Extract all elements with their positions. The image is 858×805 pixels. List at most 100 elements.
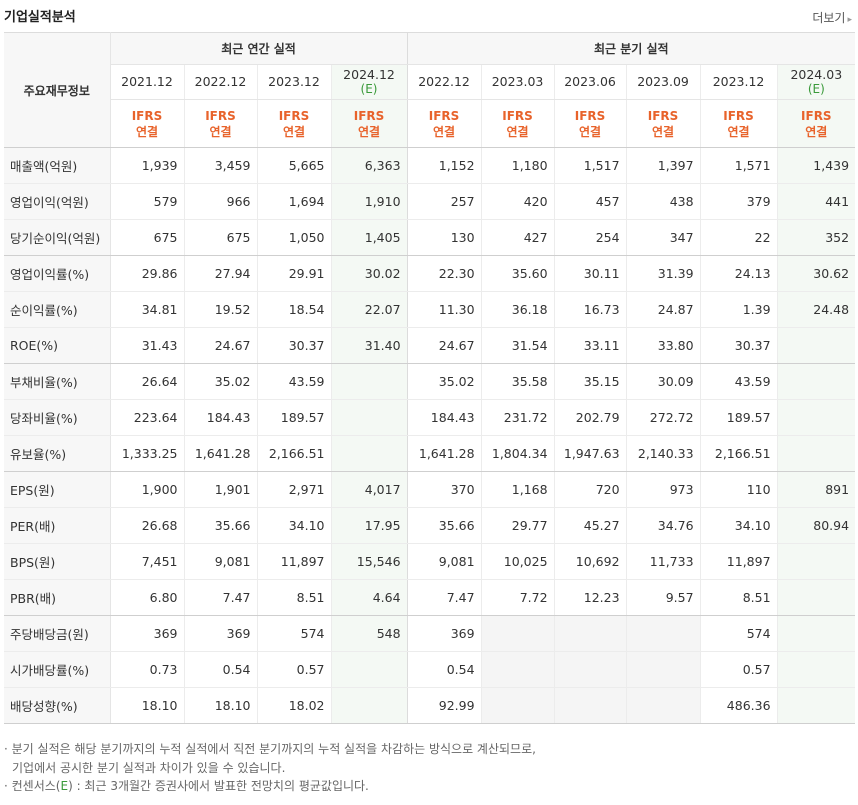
table-cell: 8.51 [699, 579, 778, 616]
table-cell: 10,692 [553, 543, 627, 580]
table-cell: 1,405 [330, 219, 408, 256]
accounting-standard: IFRS 연결 [183, 99, 257, 148]
section-header: 기업실적분석 더보기 ▸ [0, 0, 858, 32]
note-1-cont: 기업에서 공시한 분기 실적과 차이가 있을 수 있습니다. [4, 759, 536, 778]
table-cell: 18.02 [256, 687, 331, 724]
table-cell [553, 687, 627, 724]
period-header: 2022.12 [183, 64, 257, 100]
more-link[interactable]: 더보기 ▸ [812, 9, 852, 26]
table-cell: 6.80 [110, 579, 184, 616]
table-cell: 35.15 [553, 363, 627, 400]
chevron-right-icon[interactable]: ▸ [847, 15, 852, 25]
table-cell: 30.62 [776, 255, 856, 292]
table-cell: 202.79 [553, 399, 627, 436]
accounting-standard: IFRS 연결 [699, 99, 778, 148]
table-cell: 34.10 [256, 507, 331, 544]
table-cell: 31.40 [330, 327, 408, 364]
row-label: 영업이익률(%) [4, 255, 111, 292]
table-cell: 110 [699, 471, 778, 508]
table-cell: 30.37 [699, 327, 778, 364]
table-row: PER(배) 26.68 35.66 34.10 17.95 35.66 29.77 45.2… [4, 507, 856, 544]
table-cell [480, 651, 555, 688]
table-cell: 35.02 [183, 363, 257, 400]
table-cell: 11,897 [699, 543, 778, 580]
table-cell: 11,897 [256, 543, 331, 580]
table-cell: 1,804.34 [480, 435, 555, 472]
table-row: 순이익률(%) 34.81 19.52 18.54 22.07 11.30 36.18 16.… [4, 291, 856, 328]
table-cell: 26.68 [110, 507, 184, 544]
accounting-standard: IFRS 연결 [776, 99, 856, 148]
row-label: 배당성향(%) [4, 687, 111, 724]
table-cell: 1,517 [553, 147, 627, 184]
table-cell: 130 [406, 219, 482, 256]
standard-header-row: IFRS 연결 IFRS 연결 IFRS 연결 IFRS 연결 IFRS 연결 IFRS 연결 IFRS… [4, 99, 856, 148]
table-cell: 43.59 [256, 363, 331, 400]
standard-line-2: 연결 [652, 124, 675, 139]
row-label: 매출액(억원) [4, 147, 111, 184]
table-cell: 33.80 [625, 327, 701, 364]
table-cell: 45.27 [553, 507, 627, 544]
table-cell: 2,166.51 [256, 435, 331, 472]
note-2-prefix: 컨센서스( [11, 779, 61, 793]
table-cell: 31.54 [480, 327, 555, 364]
table-cell: 18.54 [256, 291, 331, 328]
row-label: EPS(원) [4, 471, 111, 508]
row-label: PER(배) [4, 507, 111, 544]
table-cell: 92.99 [406, 687, 482, 724]
table-cell: 16.73 [553, 291, 627, 328]
row-label: 부채비율(%) [4, 363, 111, 400]
table-cell: 9,081 [183, 543, 257, 580]
table-cell: 34.10 [699, 507, 778, 544]
table-cell: 35.60 [480, 255, 555, 292]
table-cell: 0.54 [406, 651, 482, 688]
table-row: 부채비율(%) 26.64 35.02 43.59 35.02 35.58 35.15 30.… [4, 363, 856, 400]
table-cell [330, 363, 408, 400]
table-cell: 24.67 [406, 327, 482, 364]
table-cell [776, 687, 856, 724]
table-cell: 29.86 [110, 255, 184, 292]
table-cell: 272.72 [625, 399, 701, 436]
table-cell: 27.94 [183, 255, 257, 292]
table-cell: 254 [553, 219, 627, 256]
table-cell: 34.76 [625, 507, 701, 544]
table-cell: 12.23 [553, 579, 627, 616]
table-cell: 31.39 [625, 255, 701, 292]
row-header: 주요재무정보 [4, 32, 111, 148]
table-cell: 720 [553, 471, 627, 508]
table-cell: 15,546 [330, 543, 408, 580]
table-cell: 31.43 [110, 327, 184, 364]
table-cell: 369 [406, 615, 482, 652]
table-row: PBR(배) 6.80 7.47 8.51 4.64 7.47 7.72 12.23 9.57 8… [4, 579, 856, 616]
standard-line-1: IFRS [574, 108, 606, 123]
table-cell: 29.91 [256, 255, 331, 292]
table-cell: 9.57 [625, 579, 701, 616]
more-label[interactable]: 더보기 [812, 11, 846, 25]
table-row: 유보율(%) 1,333.25 1,641.28 2,166.51 1,641.28 1,… [4, 435, 856, 472]
table-cell [480, 687, 555, 724]
table-cell [776, 579, 856, 616]
table-cell: 2,166.51 [699, 435, 778, 472]
accounting-standard: IFRS 연결 [110, 99, 184, 148]
table-cell: 24.87 [625, 291, 701, 328]
period-label: 2023.12 [712, 74, 765, 89]
row-label: 주당배당금(원) [4, 615, 111, 652]
period-header: 2023.06 [553, 64, 627, 100]
note-2-e: E [60, 779, 69, 793]
standard-line-2: 연결 [209, 124, 232, 139]
period-header: 2023.09 [625, 64, 701, 100]
table-cell: 189.57 [256, 399, 331, 436]
table-cell: 486.36 [699, 687, 778, 724]
table-cell: 369 [110, 615, 184, 652]
table-cell: 369 [183, 615, 257, 652]
table-cell [625, 651, 701, 688]
table-cell: 184.43 [183, 399, 257, 436]
table-cell: 22.30 [406, 255, 482, 292]
table-cell: 973 [625, 471, 701, 508]
row-label: 순이익률(%) [4, 291, 111, 328]
table-cell: 0.54 [183, 651, 257, 688]
standard-line-2: 연결 [506, 124, 529, 139]
table-row: 당기순이익(억원) 675 675 1,050 1,405 130 427 254 347 22 3… [4, 219, 856, 256]
period-label: 2024.12 [343, 67, 395, 82]
table-row: 영업이익(억원) 579 966 1,694 1,910 257 420 457 438 379 4… [4, 183, 856, 220]
table-cell: 257 [406, 183, 482, 220]
